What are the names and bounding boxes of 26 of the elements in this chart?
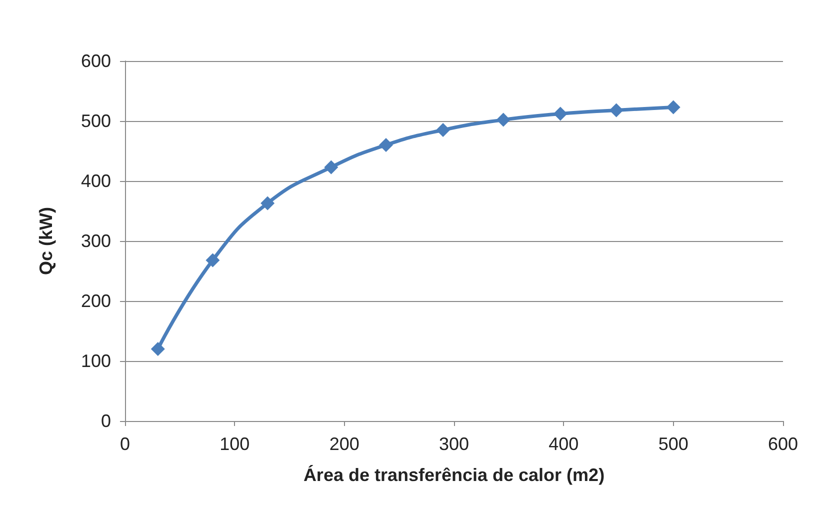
x-tick-label: 100 bbox=[220, 434, 250, 454]
x-tick-label: 400 bbox=[548, 434, 579, 454]
x-tick-label: 300 bbox=[438, 434, 470, 454]
point bbox=[666, 100, 680, 114]
x-tick-label: 500 bbox=[658, 434, 688, 454]
y-tick-label: 600 bbox=[80, 51, 111, 71]
y-tick-label: 0 bbox=[100, 411, 111, 431]
y-axis-title: Qc (kW) bbox=[36, 206, 56, 276]
y-tick-label: 200 bbox=[80, 291, 111, 311]
point bbox=[436, 123, 450, 137]
point bbox=[150, 342, 165, 356]
x-tick-label: 600 bbox=[768, 434, 798, 454]
x-tick-label: 200 bbox=[329, 434, 360, 454]
point bbox=[206, 253, 220, 268]
point bbox=[496, 112, 510, 127]
y-tick-label: 500 bbox=[80, 111, 111, 131]
y-tick-label: 400 bbox=[80, 171, 111, 191]
point bbox=[324, 160, 338, 174]
point bbox=[260, 196, 275, 210]
point bbox=[609, 103, 624, 118]
y-tick-label: 300 bbox=[80, 231, 111, 251]
x-axis-title: Área de transferência de calor (m2) bbox=[303, 465, 605, 485]
point bbox=[553, 106, 568, 121]
x-tick-label: 0 bbox=[120, 434, 130, 454]
point bbox=[379, 138, 394, 152]
y-tick-label: 100 bbox=[80, 351, 111, 371]
